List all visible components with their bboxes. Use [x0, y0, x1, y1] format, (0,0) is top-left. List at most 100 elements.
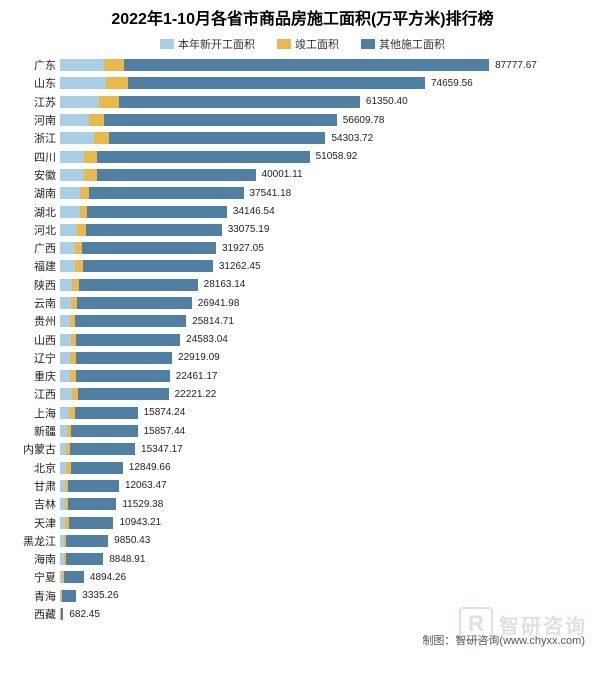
bar-value-label: 33075.19 [228, 224, 270, 235]
bar-segment-other [68, 480, 119, 492]
bar-row: 贵州25814.71 [12, 312, 593, 330]
bar-value-label: 8848.91 [109, 554, 145, 565]
bar-row: 天津10943.21 [12, 513, 593, 531]
bar-segment-completed [75, 242, 82, 254]
y-axis-label: 四川 [12, 149, 60, 165]
bar-segment-new_start [60, 352, 70, 364]
bar-zone: 15874.24 [60, 404, 593, 422]
bar-row: 内蒙古15347.17 [12, 440, 593, 458]
bar-row: 浙江 54303.72 [12, 129, 593, 147]
bar-zone: 24583.04 [60, 330, 593, 348]
legend-item-completed: 竣工面积 [277, 36, 339, 52]
bar-zone: 682.45 [60, 605, 593, 623]
bar-value-label: 22221.22 [175, 389, 217, 400]
bar-segment-other [86, 224, 222, 236]
bar-segment-new_start [60, 425, 67, 437]
y-axis-label: 甘肃 [12, 478, 60, 494]
bar-segment-other [109, 132, 326, 144]
bar-value-label: 40001.11 [262, 169, 303, 180]
bar-row: 黑龙江 9850.43 [12, 532, 593, 550]
bar-zone: 74659.56 [60, 74, 593, 92]
bar-segment-completed [106, 77, 128, 89]
plot-area: 广东87777.67山东74659.56江苏61350.40河南56609.78… [12, 56, 593, 626]
bar-segment-completed [80, 187, 90, 199]
bar-segment-other [77, 297, 192, 309]
bar-row: 湖南37541.18 [12, 184, 593, 202]
y-axis-label: 辽宁 [12, 350, 60, 366]
bar-zone: 12063.47 [60, 477, 593, 495]
bar-segment-completed [84, 169, 96, 181]
bar-segment-new_start [60, 77, 106, 89]
bar-value-label: 9850.43 [114, 535, 150, 546]
bar-zone: 22221.22 [60, 385, 593, 403]
bar-value-label: 54303.72 [331, 133, 373, 144]
legend-item-new-start: 本年新开工面积 [160, 36, 255, 52]
y-axis-label: 湖南 [12, 185, 60, 201]
bar-row: 山西24583.04 [12, 330, 593, 348]
bar-segment-new_start [60, 224, 77, 236]
bar-zone: 8848.91 [60, 550, 593, 568]
bar-segment-new_start [60, 206, 80, 218]
bar-zone: 28163.14 [60, 276, 593, 294]
bar-row: 陕西28163.14 [12, 276, 593, 294]
bar-segment-other [124, 59, 490, 71]
bar-row: 河北33075.19 [12, 221, 593, 239]
bar-value-label: 22919.09 [178, 352, 220, 363]
bar-row: 福建31262.45 [12, 257, 593, 275]
bar-segment-new_start [60, 279, 72, 291]
y-axis-label: 浙江 [12, 130, 60, 146]
bar-segment-other [104, 114, 337, 126]
bar-segment-other [76, 352, 172, 364]
bar-row: 江西22221.22 [12, 385, 593, 403]
bar-segment-other [64, 571, 84, 583]
y-axis-label: 湖北 [12, 204, 60, 220]
bar-segment-other [119, 96, 360, 108]
bar-zone: 15857.44 [60, 422, 593, 440]
bar-segment-completed [77, 224, 86, 236]
bar-segment-completed [94, 132, 109, 144]
bar-segment-new_start [60, 370, 70, 382]
bar-zone: 87777.67 [60, 56, 593, 74]
bar-segment-other [61, 608, 63, 620]
bar-zone: 22461.17 [60, 367, 593, 385]
bar-zone: 15347.17 [60, 440, 593, 458]
legend-swatch [277, 39, 291, 49]
bar-segment-other [66, 535, 108, 547]
y-axis-label: 上海 [12, 405, 60, 421]
bar-value-label: 26941.98 [198, 298, 240, 309]
bar-segment-other [69, 517, 114, 529]
bar-segment-completed [80, 206, 87, 218]
bar-value-label: 22461.17 [176, 371, 218, 382]
bar-segment-other [66, 553, 103, 565]
bar-value-label: 15347.17 [141, 444, 183, 455]
bar-segment-completed [104, 59, 124, 71]
bar-zone: 51058.92 [60, 147, 593, 165]
bar-segment-completed [84, 151, 96, 163]
bar-zone: 56609.78 [60, 111, 593, 129]
bar-segment-new_start [60, 114, 89, 126]
bar-segment-other [83, 260, 212, 272]
bar-row: 广西31927.05 [12, 239, 593, 257]
bar-row: 云南 26941.98 [12, 294, 593, 312]
y-axis-label: 海南 [12, 551, 60, 567]
y-axis-label: 广西 [12, 240, 60, 256]
bar-segment-new_start [60, 59, 104, 71]
bar-segment-other [75, 407, 138, 419]
bar-value-label: 34146.54 [233, 206, 275, 217]
bar-value-label: 31262.45 [219, 261, 261, 272]
bar-zone: 31927.05 [60, 239, 593, 257]
bar-segment-other [76, 370, 170, 382]
y-axis-label: 云南 [12, 295, 60, 311]
chart-container: 2022年1-10月各省市商品房施工面积(万平方米)排行榜 本年新开工面积 竣工… [0, 0, 605, 691]
bar-row: 甘肃 12063.47 [12, 477, 593, 495]
y-axis-label: 黑龙江 [12, 533, 60, 549]
bar-segment-new_start [60, 315, 70, 327]
legend-swatch [361, 39, 375, 49]
bar-segment-other [62, 590, 76, 602]
y-axis-label: 西藏 [12, 606, 60, 622]
bar-value-label: 682.45 [69, 609, 100, 620]
bar-value-label: 12063.47 [125, 480, 167, 491]
bar-row: 重庆22461.17 [12, 367, 593, 385]
bar-zone: 37541.18 [60, 184, 593, 202]
bar-zone: 12849.66 [60, 459, 593, 477]
